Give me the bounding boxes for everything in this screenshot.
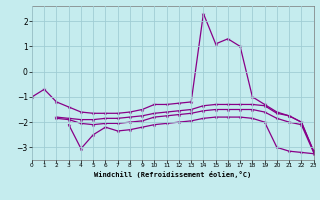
X-axis label: Windchill (Refroidissement éolien,°C): Windchill (Refroidissement éolien,°C): [94, 171, 252, 178]
